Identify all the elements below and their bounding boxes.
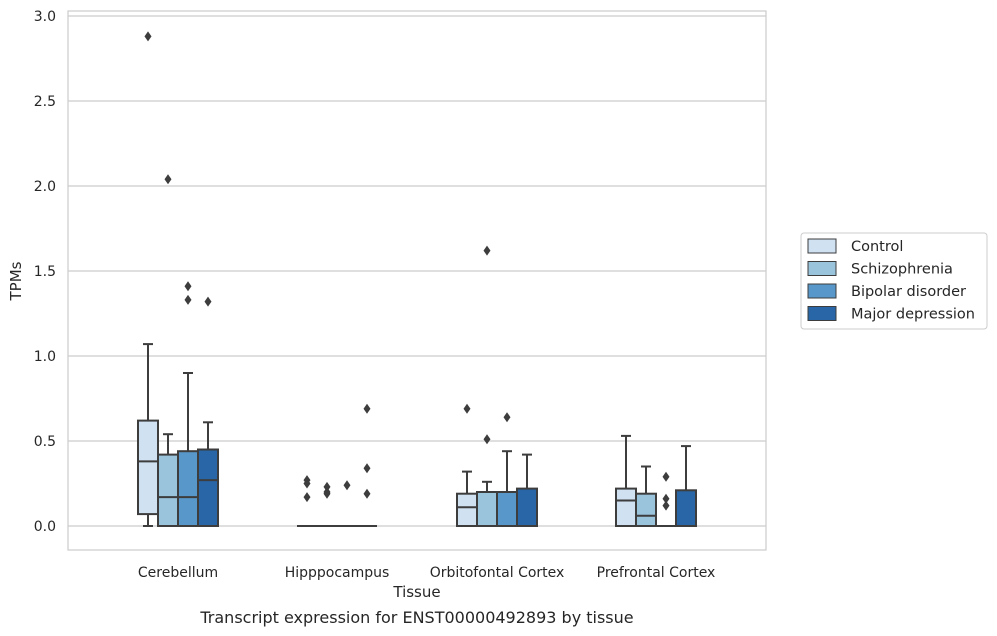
box: [615, 487, 637, 528]
box: [675, 489, 697, 527]
box: [137, 419, 159, 516]
outlier-point: [363, 403, 371, 414]
x-tick-label: Cerebellum: [138, 565, 218, 581]
outlier-point: [323, 481, 331, 492]
legend-label: Control: [851, 239, 903, 255]
chart-caption: Transcript expression for ENST0000049289…: [199, 608, 633, 627]
x-tick-label: Prefrontal Cortex: [597, 565, 716, 581]
series-major-depression: [197, 296, 697, 528]
box-series: [137, 31, 697, 528]
box: [157, 453, 179, 528]
outlier-point: [662, 500, 670, 511]
outlier-point: [184, 281, 192, 292]
y-tick-label: 1.5: [34, 264, 56, 280]
outlier-point: [483, 434, 491, 445]
outlier-point: [164, 174, 172, 185]
y-axis-label: TPMs: [7, 261, 25, 301]
legend-label: Schizophrenia: [851, 262, 953, 278]
y-tick-label: 3.0: [34, 9, 56, 25]
y-tick-label: 0.0: [34, 519, 56, 535]
box: [516, 487, 538, 528]
legend-swatch: [807, 306, 837, 321]
legend-frame: [800, 232, 988, 330]
outlier-point: [303, 492, 311, 503]
y-tick-label: 0.5: [34, 434, 56, 450]
box: [496, 491, 518, 527]
outlier-point: [503, 412, 511, 423]
box: [635, 492, 657, 528]
legend-swatch: [807, 283, 837, 299]
x-axis-ticks: Cerebellum Hipppocampus Orbitofontal Corte…: [138, 565, 715, 581]
box: [177, 450, 199, 528]
outlier-point: [144, 31, 152, 42]
x-axis-label: Tissue: [392, 583, 440, 601]
box: [197, 448, 219, 527]
x-tick-label: Hipppocampus: [285, 565, 390, 581]
x-tick-label: Orbitofontal Cortex: [430, 565, 565, 581]
legend-swatch: [807, 261, 837, 276]
series-bipolar-disorder: [177, 281, 676, 528]
legend-label: Major depression: [851, 307, 975, 323]
y-tick-label: 2.5: [34, 94, 56, 110]
series-schizophrenia: [157, 174, 657, 528]
outlier-point: [323, 487, 331, 497]
outlier-point: [343, 480, 351, 491]
outlier-point: [662, 471, 670, 482]
y-tick-label: 1.0: [34, 349, 56, 365]
outlier-point: [483, 245, 491, 256]
outlier-point: [363, 463, 371, 474]
legend-label: Bipolar disorder: [851, 284, 966, 300]
outlier-point: [662, 493, 670, 504]
y-tick-label: 2.0: [34, 179, 56, 195]
outlier-point: [184, 294, 192, 305]
legend-swatch: [807, 238, 837, 254]
box: [456, 492, 478, 528]
outlier-point: [303, 475, 311, 486]
outlier-point: [463, 403, 471, 414]
box: [476, 491, 498, 527]
legend: Control Schizophrenia Bipolar disorder Majo…: [800, 232, 988, 330]
y-axis-ticks: 0.0 0.5 1.0 1.5 2.0 2.5 3.0: [34, 9, 56, 535]
outlier-point: [363, 488, 371, 499]
outlier-point: [204, 296, 212, 307]
